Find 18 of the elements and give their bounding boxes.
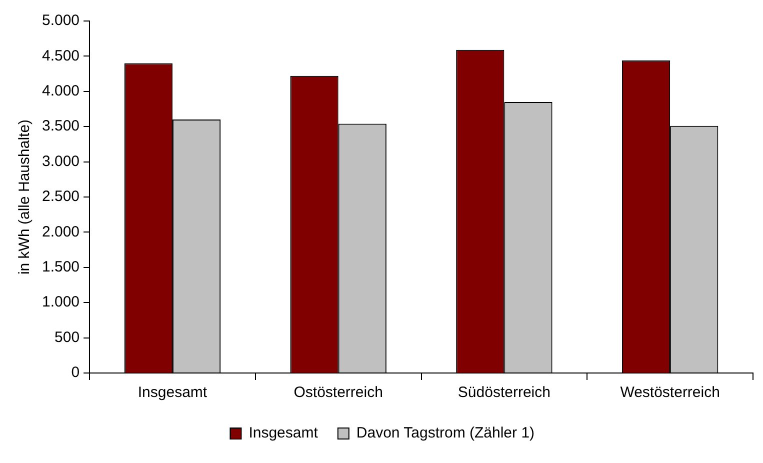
- y-tick-label: 2.500: [42, 188, 80, 206]
- legend-label: Davon Tagstrom (Zähler 1): [356, 424, 535, 442]
- y-tick-label: 1.500: [42, 258, 80, 276]
- y-tick-label: 1.000: [42, 294, 80, 311]
- y-tick-label: 4.500: [42, 47, 80, 64]
- x-tick-label: Westösterreich: [620, 384, 720, 402]
- y-tick-label: 2.000: [42, 223, 80, 240]
- y-tick-label: 3.500: [42, 118, 80, 135]
- y-tick-label: 500: [54, 328, 80, 346]
- x-tick-label: Insgesamt: [138, 384, 208, 402]
- y-tick-label: 5.000: [42, 12, 80, 30]
- x-tick-label: Ostösterreich: [294, 384, 383, 402]
- x-tick-label: Südösterreich: [458, 384, 550, 402]
- legend-label: Insgesamt: [248, 424, 319, 442]
- y-axis-title: in kWh (alle Haushalte): [16, 119, 34, 275]
- y-tick-label: 0: [71, 364, 80, 382]
- y-tick-label: 4.000: [42, 82, 80, 100]
- y-tick-label: 3.000: [42, 152, 80, 170]
